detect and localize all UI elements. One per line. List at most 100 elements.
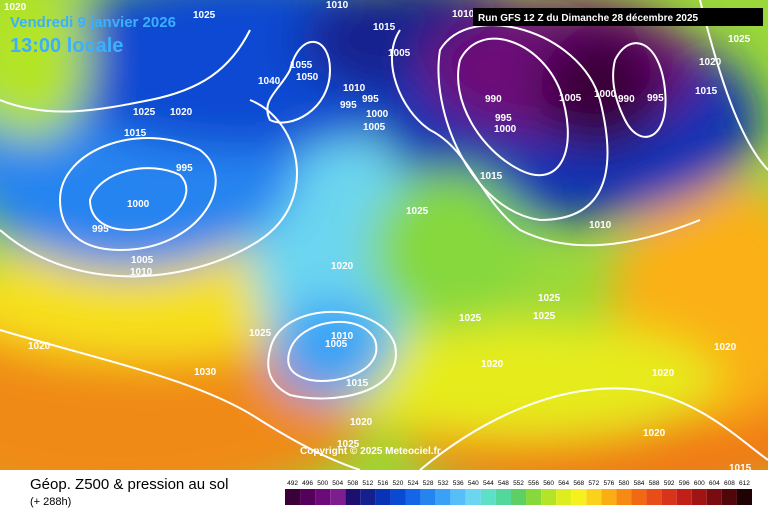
scale-swatch — [465, 489, 481, 505]
isobar-label: 1025 — [406, 206, 429, 217]
isobar-label: 995 — [92, 224, 109, 235]
scale-swatch — [736, 489, 752, 505]
isobar-label: 1020 — [4, 2, 27, 13]
scale-swatch — [510, 489, 527, 505]
scale-swatch — [691, 489, 707, 505]
scale-swatch — [450, 489, 466, 505]
scale-swatch — [586, 489, 602, 505]
isobar-label: 1020 — [350, 417, 373, 428]
scale-label: 612 — [739, 480, 750, 487]
scale-swatch — [420, 489, 436, 505]
scale-label: 500 — [317, 480, 328, 487]
scale-label: 540 — [468, 480, 479, 487]
scale-label: 580 — [619, 480, 630, 487]
scale-swatch — [706, 489, 722, 505]
scale-swatch — [405, 489, 421, 505]
scale-swatch — [300, 489, 316, 505]
isobar-label: 1005 — [363, 122, 386, 133]
isobar-label: 995 — [495, 113, 512, 124]
scale-label: 512 — [362, 480, 373, 487]
isobar-label: 1020 — [170, 107, 193, 118]
scale-label: 532 — [438, 480, 449, 487]
valid-time: 13:00 locale — [10, 35, 123, 57]
isobar-label: 1015 — [373, 22, 396, 33]
scale-label: 504 — [332, 480, 343, 487]
isobar-label: 995 — [340, 100, 357, 111]
scale-label: 524 — [408, 480, 419, 487]
isobar-label: 1005 — [131, 255, 154, 266]
scale-label: 604 — [709, 480, 720, 487]
scale-label: 528 — [423, 480, 434, 487]
isobar-label: 1020 — [28, 341, 51, 352]
scale-swatch — [676, 489, 692, 505]
scale-label: 588 — [649, 480, 660, 487]
isobar-label: 1025 — [728, 34, 751, 45]
scale-label: 564 — [558, 480, 569, 487]
isobar-label: 1050 — [296, 72, 319, 83]
scale-swatch — [435, 489, 451, 505]
scale-swatch — [495, 489, 511, 505]
copyright: Copyright © 2025 Meteociel.fr — [300, 446, 441, 457]
scale-swatch — [285, 489, 301, 505]
isobar-label: 1015 — [480, 171, 503, 182]
isobar-label: 1055 — [290, 60, 313, 71]
isobar-label: 1015 — [346, 378, 369, 389]
scale-label: 572 — [588, 480, 599, 487]
isobar-label: 1005 — [559, 93, 582, 104]
isobar-label: 1030 — [194, 367, 217, 378]
isobar-label: 1000 — [127, 199, 150, 210]
isobar-label: 1020 — [714, 342, 737, 353]
scale-label: 596 — [679, 480, 690, 487]
scale-label: 568 — [573, 480, 584, 487]
isobar-label: 1000 — [594, 89, 617, 100]
scale-swatch — [390, 489, 406, 505]
scale-swatch — [315, 489, 331, 505]
scale-label: 576 — [603, 480, 614, 487]
scale-label: 508 — [347, 480, 358, 487]
scale-label: 600 — [694, 480, 705, 487]
isobar-label: 1025 — [459, 313, 482, 324]
scale-label: 552 — [513, 480, 524, 487]
scale-swatch — [480, 489, 496, 505]
isobar-label: 1025 — [538, 293, 561, 304]
isobar-label: 1000 — [366, 109, 389, 120]
isobar-label: 995 — [647, 93, 664, 104]
footer-title: Géop. Z500 & pression au sol — [30, 476, 228, 493]
isobar-label: 995 — [176, 163, 193, 174]
isobar-label: 995 — [362, 94, 379, 105]
scale-swatch — [631, 489, 647, 505]
isobar-label: 1010 — [130, 267, 153, 278]
isobar-label: 1000 — [494, 124, 517, 135]
isobar-label: 1005 — [325, 339, 348, 350]
scale-swatch — [526, 489, 542, 505]
isobar-label: 1010 — [452, 9, 475, 20]
scale-label: 548 — [498, 480, 509, 487]
isobar-label: 1005 — [388, 48, 411, 59]
isobar-label: 1025 — [193, 10, 216, 21]
isobar-label: 1015 — [695, 86, 718, 97]
scale-swatch — [541, 489, 557, 505]
scale-label: 584 — [634, 480, 645, 487]
isobar-label: 1025 — [249, 328, 272, 339]
scale-swatch — [345, 489, 361, 505]
isobar-label: 1025 — [133, 107, 156, 118]
isobars — [0, 0, 768, 470]
scale-label: 608 — [724, 480, 735, 487]
isobar-label: 1025 — [533, 311, 556, 322]
scale-label: 496 — [302, 480, 313, 487]
isobar-label: 1025 — [337, 439, 360, 450]
scale-label: 560 — [543, 480, 554, 487]
scale-swatch — [330, 489, 346, 505]
scale-swatch — [601, 489, 617, 505]
isobar-label: 1020 — [331, 261, 354, 272]
scale-label: 592 — [664, 480, 675, 487]
scale-swatch — [375, 489, 391, 505]
isobar-label: 990 — [485, 94, 502, 105]
scale-swatch — [571, 489, 587, 505]
isobar-label: 1015 — [729, 463, 752, 474]
isobar-label: 1020 — [699, 57, 722, 68]
scale-swatch — [616, 489, 632, 505]
isobar-label: 1040 — [258, 76, 281, 87]
